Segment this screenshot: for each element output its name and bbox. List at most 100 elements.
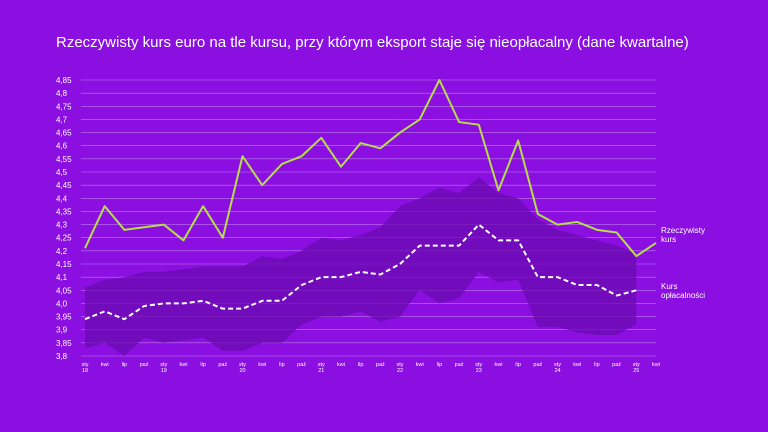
y-tick-label: 4,0 bbox=[56, 299, 68, 308]
legend-label-line: Kurs bbox=[661, 282, 677, 291]
y-tick-label: 4,2 bbox=[56, 247, 68, 256]
x-tick-label-part: kwi bbox=[573, 362, 581, 368]
y-tick-label: 4,55 bbox=[56, 155, 72, 164]
x-tick-label: paź bbox=[218, 362, 227, 368]
y-tick-label: 4,45 bbox=[56, 181, 72, 190]
x-tick-label-part: kwi bbox=[179, 362, 187, 368]
x-tick-label: lip bbox=[358, 362, 364, 368]
x-tick-label-part: lip bbox=[594, 362, 600, 368]
x-tick-label-part: paź bbox=[612, 362, 621, 368]
series-line-actual-rate bbox=[84, 79, 657, 258]
y-tick-label: 4,35 bbox=[56, 207, 72, 216]
x-tick-label-part: kwi bbox=[101, 362, 109, 368]
x-tick-label-part: paź bbox=[533, 362, 542, 368]
x-tick-label-part: lip bbox=[122, 362, 128, 368]
x-tick-label-part: 23 bbox=[476, 368, 482, 374]
x-tick-label-part: paź bbox=[455, 362, 464, 368]
x-tick-label: lip bbox=[279, 362, 285, 368]
x-tick-label-part: lip bbox=[200, 362, 206, 368]
x-tick-label-part: 20 bbox=[239, 368, 245, 374]
y-tick-label: 4,75 bbox=[56, 102, 72, 111]
y-tick-label: 3,9 bbox=[56, 326, 68, 335]
x-tick-label-part: kwi bbox=[495, 362, 503, 368]
x-tick-label: kwi bbox=[337, 362, 345, 368]
x-tick-label-part: sty bbox=[475, 362, 482, 368]
y-tick-label: 4,4 bbox=[56, 194, 68, 203]
x-tick-label-part: sty bbox=[239, 362, 246, 368]
series-labels: Rzeczywisty kurs Kurs opłacalności bbox=[661, 226, 705, 300]
x-tick-label: lip bbox=[515, 362, 521, 368]
x-tick-label: lip bbox=[437, 362, 443, 368]
y-tick-label: 4,65 bbox=[56, 129, 72, 138]
x-tick-label-part: lip bbox=[437, 362, 443, 368]
x-tick-label: lip bbox=[594, 362, 600, 368]
x-tick-label: sty 21 bbox=[318, 362, 325, 374]
x-tick-label: kwi bbox=[416, 362, 424, 368]
x-tick-label-part: kwi bbox=[652, 362, 660, 368]
x-tick-label-part: lip bbox=[515, 362, 521, 368]
x-tick-label-part: paź bbox=[297, 362, 306, 368]
x-tick-label: kwi bbox=[652, 362, 660, 368]
y-tick-label: 4,1 bbox=[56, 273, 68, 282]
series-lines bbox=[84, 79, 657, 321]
x-tick-label: paź bbox=[533, 362, 542, 368]
x-tick-label-part: 25 bbox=[633, 368, 639, 374]
series-line-breakeven-rate bbox=[84, 223, 637, 321]
y-tick-label: 4,5 bbox=[56, 168, 68, 177]
x-tick-label: sty 23 bbox=[475, 362, 482, 374]
x-tick-label-part: kwi bbox=[337, 362, 345, 368]
x-tick-label-part: sty bbox=[397, 362, 404, 368]
x-tick-label-part: sty bbox=[81, 362, 88, 368]
y-tick-label: 4,8 bbox=[56, 89, 68, 98]
y-tick-label: 3,85 bbox=[56, 339, 72, 348]
y-tick-label: 4,85 bbox=[56, 76, 72, 85]
y-tick-label: 4,7 bbox=[56, 115, 68, 124]
x-tick-label-part: lip bbox=[279, 362, 285, 368]
x-tick-label-part: sty bbox=[554, 362, 561, 368]
y-tick-label: 3,8 bbox=[56, 352, 68, 361]
x-tick-label: kwi bbox=[495, 362, 503, 368]
x-tick-label: paź bbox=[376, 362, 385, 368]
x-tick-label-part: sty bbox=[633, 362, 640, 368]
x-tick-label: sty 25 bbox=[633, 362, 640, 374]
x-tick-label-part: sty bbox=[318, 362, 325, 368]
x-tick-label: sty 19 bbox=[160, 362, 167, 374]
legend-label-line: Rzeczywisty bbox=[661, 226, 705, 235]
chart-title: Rzeczywisty kurs euro na tle kursu, przy… bbox=[56, 34, 689, 51]
band-area bbox=[85, 177, 637, 356]
legend-actual-rate: Rzeczywisty kurs bbox=[661, 226, 705, 244]
x-tick-label: kwi bbox=[101, 362, 109, 368]
legend-label-line: opłacalności bbox=[661, 291, 705, 300]
y-tick-label: 4,25 bbox=[56, 234, 72, 243]
y-axis-ticks: 3,8 3,85 3,9 3,95 4,0 4,05 4,1 4,15 4,2 4,25 4,3 4,… bbox=[56, 76, 72, 361]
x-tick-label-part: sty bbox=[160, 362, 167, 368]
y-tick-label: 4,05 bbox=[56, 286, 72, 295]
x-tick-label-part: 24 bbox=[554, 368, 560, 374]
x-tick-label-part: 19 bbox=[161, 368, 167, 374]
x-tick-label-part: paź bbox=[218, 362, 227, 368]
x-tick-label-part: kwi bbox=[258, 362, 266, 368]
x-tick-label: lip bbox=[200, 362, 206, 368]
x-tick-label: sty 22 bbox=[397, 362, 404, 374]
x-tick-label: paź bbox=[297, 362, 306, 368]
x-tick-label-part: lip bbox=[358, 362, 364, 368]
confidence-band bbox=[85, 177, 637, 356]
x-tick-label: kwi bbox=[258, 362, 266, 368]
x-tick-label-part: 18 bbox=[82, 368, 88, 374]
x-tick-label: paź bbox=[140, 362, 149, 368]
x-tick-label: kwi bbox=[573, 362, 581, 368]
x-tick-label: sty 20 bbox=[239, 362, 246, 374]
x-tick-label-part: 22 bbox=[397, 368, 403, 374]
legend-label-line: kurs bbox=[661, 235, 676, 244]
x-tick-label-part: 21 bbox=[318, 368, 324, 374]
y-tick-label: 4,3 bbox=[56, 221, 68, 230]
x-tick-label: sty 18 bbox=[81, 362, 88, 374]
y-tick-label: 4,15 bbox=[56, 260, 72, 269]
y-tick-label: 4,6 bbox=[56, 142, 68, 151]
x-tick-label-part: paź bbox=[376, 362, 385, 368]
x-tick-label: paź bbox=[455, 362, 464, 368]
x-tick-label: paź bbox=[612, 362, 621, 368]
legend-breakeven-rate: Kurs opłacalności bbox=[661, 282, 705, 300]
